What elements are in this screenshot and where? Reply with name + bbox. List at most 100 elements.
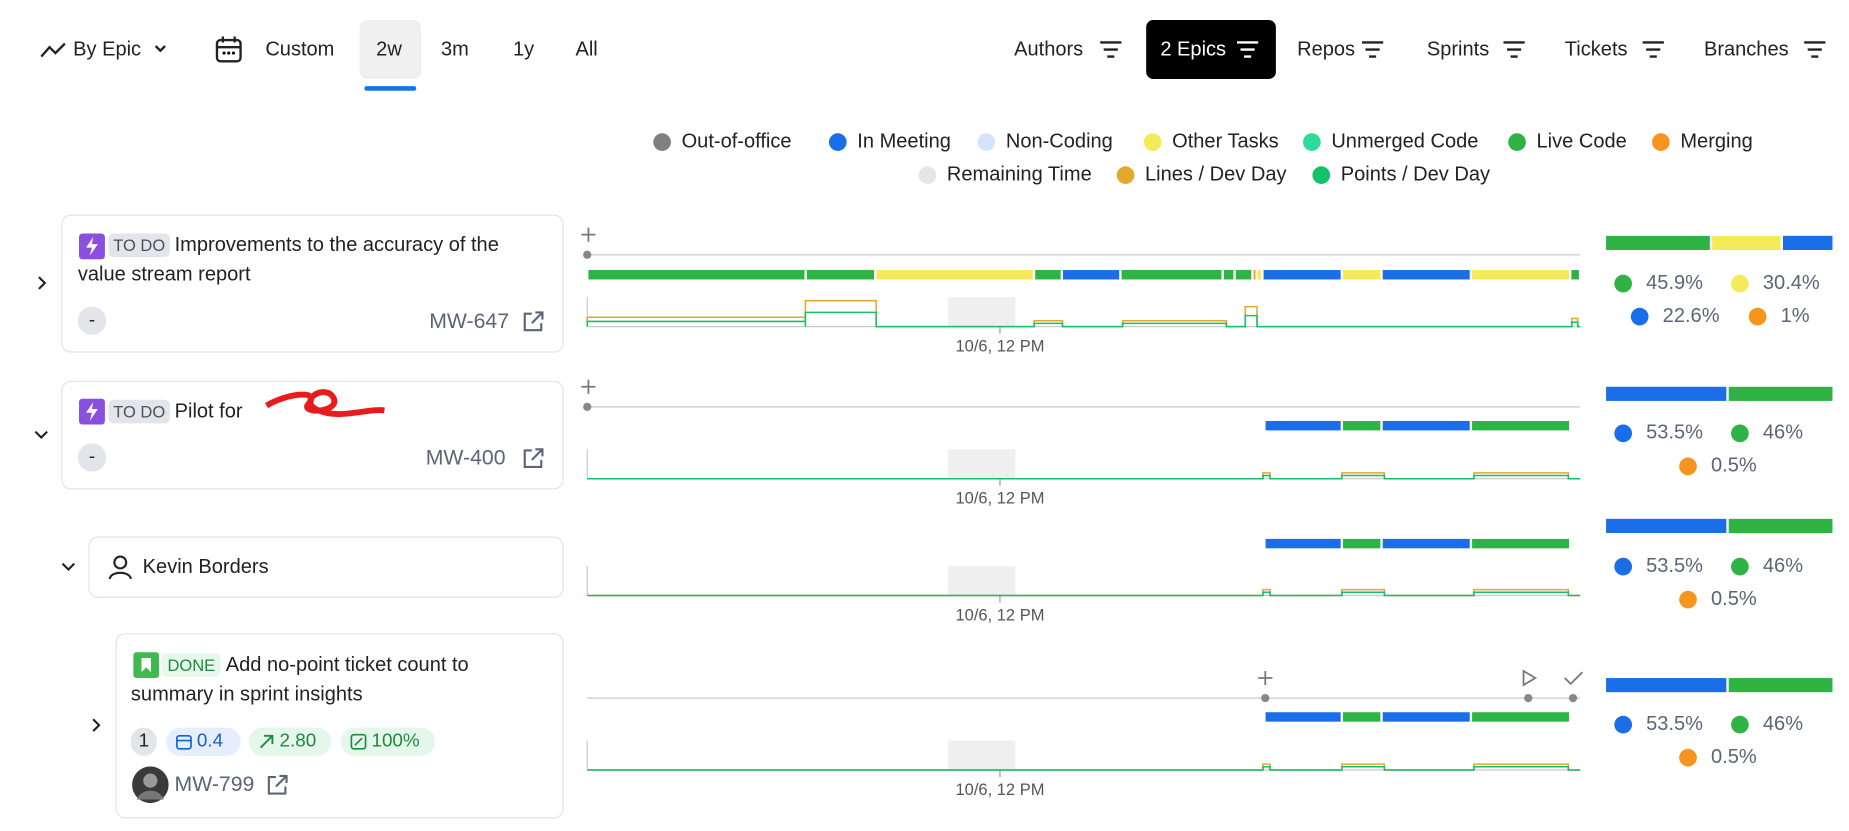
weekend-block bbox=[948, 449, 1016, 479]
activity-segment bbox=[1343, 420, 1381, 431]
weekend-block bbox=[948, 566, 1016, 596]
title-text: Add no-point ticket count to summary in … bbox=[130, 653, 469, 706]
weekend-block bbox=[948, 740, 1016, 771]
breakdown-dot bbox=[1748, 307, 1767, 326]
breakdown-label: 1% bbox=[1780, 304, 1810, 327]
activity-segment bbox=[1382, 270, 1470, 280]
breakdown-label: 0.5% bbox=[1711, 745, 1757, 768]
range-tab[interactable]: 2w bbox=[376, 37, 402, 61]
weekend-block bbox=[948, 297, 1016, 327]
card-title: TO DO Improvements to the accuracy of the… bbox=[78, 230, 550, 289]
filter-button[interactable]: Tickets bbox=[1564, 37, 1628, 61]
legend-dot bbox=[1143, 133, 1162, 151]
activity-segment bbox=[1121, 270, 1222, 280]
avatar bbox=[132, 766, 169, 804]
card-title: TO DO Pilot for bbox=[78, 396, 550, 425]
breakdown-dot bbox=[1614, 274, 1633, 293]
activity-segment bbox=[1063, 270, 1120, 280]
legend-label: Points / Dev Day bbox=[1340, 162, 1491, 186]
activity-segment bbox=[1382, 712, 1470, 722]
chevron-down bbox=[154, 45, 166, 53]
breakdown-bar bbox=[1728, 386, 1833, 401]
trend-line bbox=[587, 763, 1581, 771]
range-underline bbox=[364, 86, 417, 91]
breakdown-dot bbox=[1731, 424, 1749, 443]
epic-icon bbox=[79, 398, 105, 425]
range-tab[interactable]: 1y bbox=[512, 37, 535, 61]
activity-segment bbox=[1343, 538, 1381, 549]
breakdown-bar bbox=[1606, 518, 1727, 533]
metric-icon bbox=[176, 734, 192, 750]
filter-button[interactable]: Branches bbox=[1703, 37, 1789, 61]
trend-icon bbox=[40, 42, 66, 58]
breakdown-bar bbox=[1606, 386, 1727, 401]
breakdown-label: 45.9% bbox=[1646, 271, 1704, 294]
date-label: 10/6, 12 PM bbox=[955, 606, 1044, 624]
activity-segment bbox=[1472, 712, 1570, 722]
trend-line bbox=[587, 472, 1581, 480]
date-label: 10/6, 12 PM bbox=[955, 781, 1044, 799]
breakdown-dot bbox=[1731, 274, 1749, 293]
legend-dot bbox=[918, 166, 937, 184]
activity-segment bbox=[1263, 270, 1341, 280]
ticket-key[interactable]: MW-400 bbox=[425, 445, 506, 470]
date-label: 10/6, 12 PM bbox=[955, 490, 1044, 508]
add-marker bbox=[581, 227, 596, 242]
breakdown-label: 22.6% bbox=[1662, 304, 1720, 327]
activity-segment bbox=[1223, 270, 1234, 280]
legend-label: In Meeting bbox=[857, 129, 951, 153]
check-marker bbox=[1564, 671, 1584, 686]
expand-chevron bbox=[61, 562, 76, 572]
trend-line bbox=[586, 311, 1581, 328]
breakdown-bar bbox=[1606, 678, 1727, 693]
filter-button[interactable]: Repos bbox=[1297, 37, 1356, 61]
metric-icon bbox=[259, 734, 274, 749]
breakdown-bar bbox=[1782, 235, 1833, 250]
status-badge: TO DO bbox=[108, 233, 170, 258]
activity-segment bbox=[1472, 538, 1570, 549]
legend-dot bbox=[1652, 133, 1670, 151]
activity-segment bbox=[806, 270, 874, 280]
legend-dot bbox=[828, 133, 847, 151]
external-link-icon bbox=[267, 774, 288, 795]
add-marker bbox=[1258, 670, 1273, 686]
activity-segment bbox=[1382, 420, 1470, 431]
card-title: DONE Add no-point ticket count to summary… bbox=[131, 650, 532, 709]
title-text: Improvements to the accuracy of the valu… bbox=[77, 233, 499, 286]
story-icon bbox=[133, 652, 160, 679]
range-tab[interactable]: Custom bbox=[265, 37, 335, 61]
count-pill: 1 bbox=[130, 727, 157, 756]
milestone-dot bbox=[1524, 693, 1533, 703]
breakdown-label: 53.5% bbox=[1646, 712, 1704, 735]
title-text: Pilot for bbox=[174, 399, 243, 423]
filter-button[interactable]: 2 Epics bbox=[1160, 37, 1227, 61]
ticket-key[interactable]: MW-647 bbox=[429, 308, 510, 333]
metric-pill: 0.4 bbox=[166, 727, 241, 756]
filter-icon bbox=[1236, 41, 1259, 58]
range-tab[interactable]: All bbox=[575, 37, 598, 61]
filter-button[interactable]: Authors bbox=[1014, 37, 1084, 61]
range-tab[interactable]: 3m bbox=[441, 37, 469, 61]
breakdown-bar bbox=[1728, 678, 1833, 693]
group-by[interactable]: By Epic bbox=[73, 37, 142, 61]
breakdown-label: 53.5% bbox=[1646, 554, 1704, 577]
expand-chevron bbox=[38, 276, 47, 290]
milestone-dot bbox=[1261, 693, 1270, 703]
play-marker bbox=[1522, 669, 1538, 687]
breakdown-dot bbox=[1731, 557, 1749, 576]
breakdown-dot bbox=[1614, 715, 1633, 734]
breakdown-label: 46% bbox=[1762, 712, 1804, 735]
legend-label: Unmerged Code bbox=[1331, 129, 1479, 153]
breakdown-dot bbox=[1679, 590, 1697, 609]
legend-label: Remaining Time bbox=[946, 162, 1092, 186]
legend-label: Lines / Dev Day bbox=[1145, 162, 1287, 186]
ticket-key[interactable]: MW-799 bbox=[174, 772, 255, 796]
milestone-dot bbox=[583, 250, 592, 259]
metric-pill: 100% bbox=[340, 727, 436, 756]
range-selected-bg bbox=[359, 20, 421, 80]
filter-button[interactable]: Sprints bbox=[1426, 37, 1490, 61]
author-card[interactable] bbox=[88, 536, 564, 598]
activity-segment bbox=[588, 270, 805, 280]
